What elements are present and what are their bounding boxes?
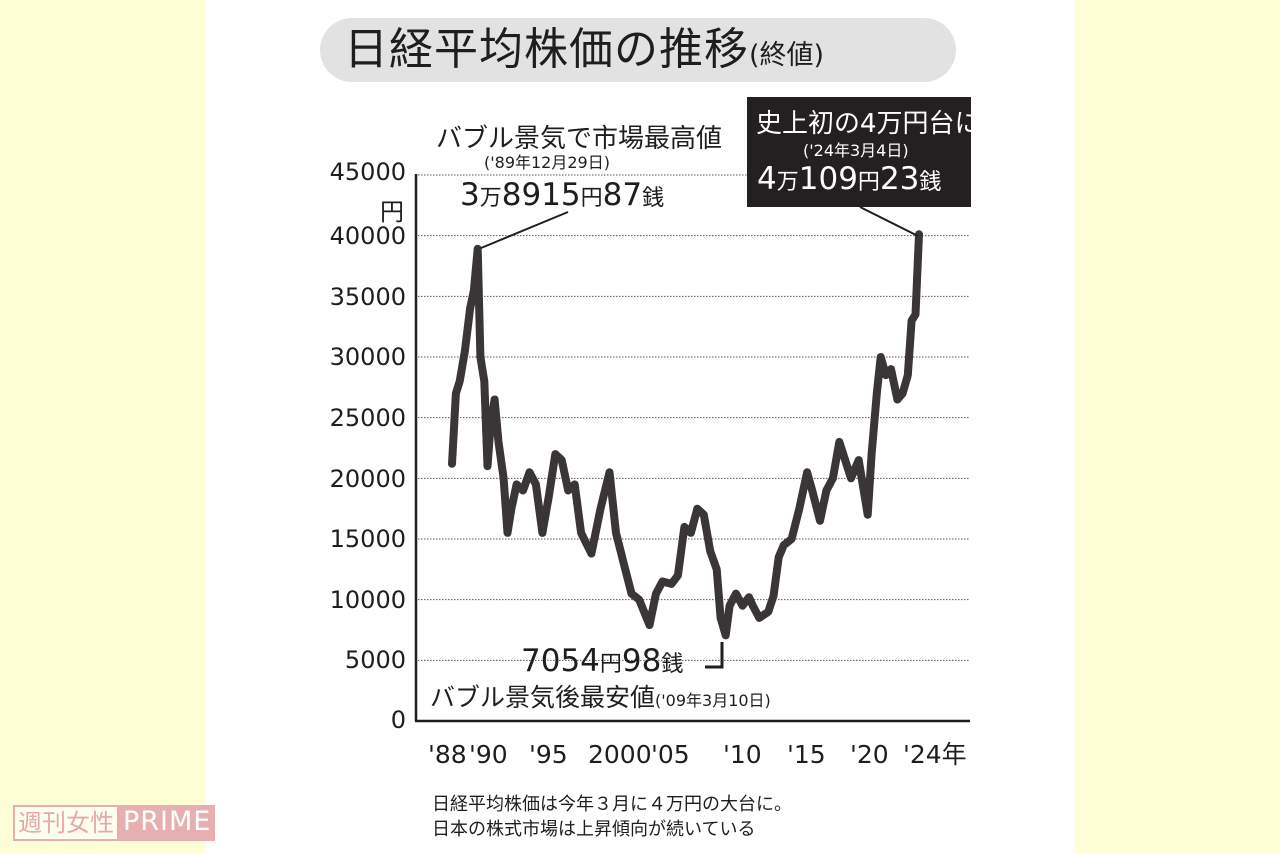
peak-value: 3万8915円87銭 <box>460 177 665 213</box>
chart-title: 日経平均株価の推移(終値) <box>344 22 824 84</box>
y-tick-15000: 15000 <box>329 525 406 553</box>
grid-lines <box>418 174 970 661</box>
brand-en-text: PRIME <box>119 805 216 841</box>
record-date: ('24年3月4日) <box>803 141 909 160</box>
low-label: バブル景気後最安値('09年3月10日) <box>430 683 771 712</box>
x-tick-88: '88 <box>428 740 467 769</box>
caption-line-1: 日経平均株価は今年３月に４万円の大台に。 <box>432 794 792 815</box>
y-tick-45000: 45000 <box>329 158 406 186</box>
y-tick-10000: 10000 <box>329 586 406 614</box>
record-label: 史上初の4万円台に <box>756 109 971 139</box>
y-tick-40000: 40000 <box>329 222 406 250</box>
x-tick-24: '24年 <box>903 740 967 769</box>
y-tick-20000: 20000 <box>329 465 406 493</box>
peak-date: ('89年12月29日) <box>484 153 610 172</box>
y-tick-25000: 25000 <box>329 404 406 432</box>
y-unit-label: 円 <box>380 198 404 226</box>
y-tick-35000: 35000 <box>329 283 406 311</box>
nikkei-line <box>448 230 923 640</box>
brand-logo: 週刊女性 PRIME <box>13 805 216 841</box>
record-leader-line <box>859 206 919 237</box>
peak-label: バブル景気で市場最高値 <box>436 124 723 154</box>
x-tick-90: '90 <box>469 740 508 769</box>
x-tick-10: '10 <box>723 740 762 769</box>
caption-line-2: 日本の株式市場は上昇傾向が続いている <box>432 819 756 840</box>
brand-jp-text: 週刊女性 <box>13 805 119 841</box>
low-value: 7054円98銭 <box>521 643 684 679</box>
x-tick-05: '05 <box>651 740 690 769</box>
y-tick-0: 0 <box>390 706 406 734</box>
peak-leader-line <box>480 211 569 249</box>
record-high-box: 史上初の4万円台に ('24年3月4日) 4万109円23銭 <box>747 97 971 207</box>
x-tick-95: '95 <box>529 740 568 769</box>
x-tick-15: '15 <box>787 740 826 769</box>
y-tick-30000: 30000 <box>329 343 406 371</box>
title-sub-text: (終値) <box>749 40 825 71</box>
record-value: 4万109円23銭 <box>757 161 942 197</box>
x-tick-20: '20 <box>850 740 889 769</box>
caption: 日経平均株価は今年３月に４万円の大台に。 日本の株式市場は上昇傾向が続いている <box>432 792 792 842</box>
title-pill <box>320 18 956 82</box>
x-tick-2000: 2000 <box>588 740 652 769</box>
y-tick-5000: 5000 <box>344 646 406 674</box>
title-main-text: 日経平均株価の推移 <box>344 24 749 75</box>
low-marker <box>705 642 724 669</box>
